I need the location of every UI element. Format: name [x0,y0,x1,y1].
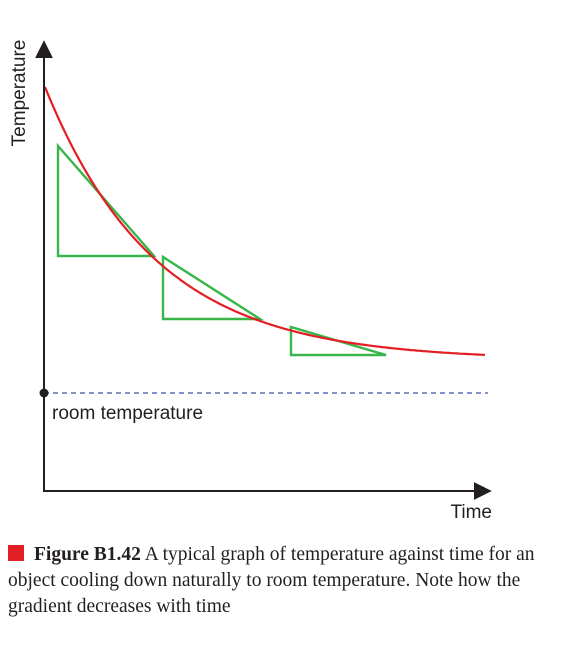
cooling-chart: room temperature Time Temperature [9,40,492,523]
figure-caption: Figure B1.42 A typical graph of temperat… [8,542,568,620]
caption-text: A typical graph of temperature against t… [8,544,535,617]
y-axis-label: Temperature [9,40,30,147]
cooling-curve-line [43,86,486,356]
caption-marker-icon [8,545,24,561]
room-temperature-point [39,388,49,398]
x-axis-label: Time [450,502,492,523]
caption-label: Figure B1.42 [34,544,141,565]
gradient-triangle-2 [161,254,265,321]
room-temperature-label: room temperature [52,403,203,424]
